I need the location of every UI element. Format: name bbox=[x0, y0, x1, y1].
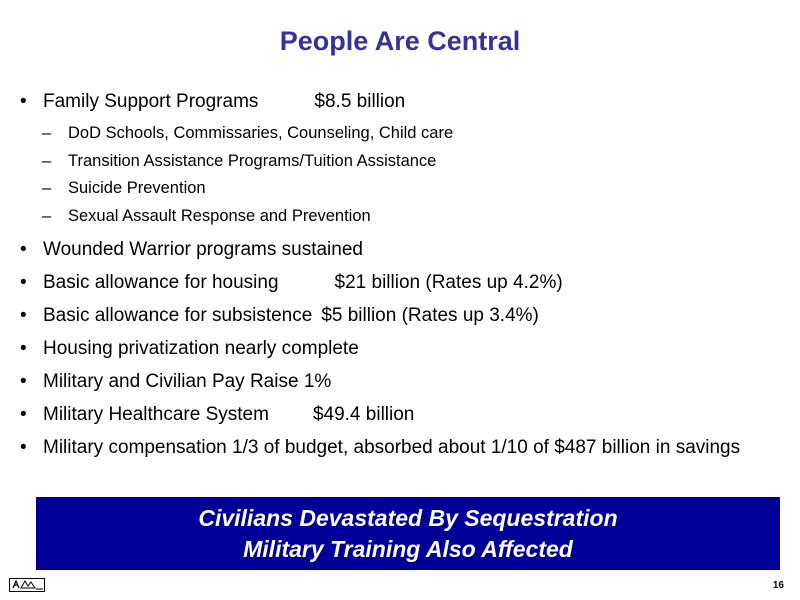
sub-item-text: Transition Assistance Programs/Tuition A… bbox=[68, 151, 437, 170]
sub-item-text: DoD Schools, Commissaries, Counseling, C… bbox=[68, 124, 454, 142]
sub-list: – DoD Schools, Commissaries, Counseling,… bbox=[18, 123, 778, 226]
bullet-text: Military and Civilian Pay Raise 1% bbox=[43, 370, 332, 392]
sub-item: – Transition Assistance Programs/Tuition… bbox=[18, 151, 778, 171]
bullet-text: Basic allowance for subsistence bbox=[43, 304, 313, 326]
bullet-item: • Basic allowance for housing $21 billion… bbox=[18, 271, 778, 294]
bullet-icon: • bbox=[20, 403, 27, 425]
bullet-text: Family Support Programs bbox=[43, 91, 259, 112]
banner-line-2: Military Training Also Affected bbox=[243, 536, 573, 562]
bullet-text: Military Healthcare System bbox=[43, 403, 269, 425]
bullet-item: • Family Support Programs $8.5 billion bbox=[18, 90, 778, 113]
bullet-text: Housing privatization nearly complete bbox=[43, 337, 359, 359]
sub-item: – Suicide Prevention bbox=[18, 178, 778, 198]
bullet-icon: • bbox=[20, 436, 27, 458]
sub-item-text: Suicide Prevention bbox=[68, 179, 206, 197]
bullet-icon: • bbox=[20, 238, 27, 260]
bullet-list: • Family Support Programs $8.5 billion – … bbox=[18, 90, 778, 469]
sub-item-text: Sexual Assault Response and Prevention bbox=[68, 206, 371, 225]
bullet-text: Wounded Warrior programs sustained bbox=[43, 238, 363, 260]
bullet-icon: • bbox=[20, 370, 27, 392]
bullet-text: Military compensation 1/3 of budget, abs… bbox=[43, 436, 741, 458]
bullet-item: • Wounded Warrior programs sustained bbox=[18, 238, 778, 261]
dash-icon: – bbox=[42, 179, 52, 197]
bullet-amount: $49.4 billion bbox=[312, 403, 415, 425]
callout-banner: Civilians Devastated By Sequestration Mi… bbox=[36, 497, 780, 570]
dash-icon: – bbox=[42, 151, 52, 170]
bullet-icon: • bbox=[20, 304, 27, 326]
bullet-item: • Military Healthcare System $49.4 billio… bbox=[18, 403, 778, 426]
footer-logo-icon bbox=[9, 578, 45, 592]
dash-icon: – bbox=[42, 206, 52, 225]
bullet-icon: • bbox=[20, 271, 27, 293]
banner-line-1: Civilians Devastated By Sequestration bbox=[198, 505, 618, 531]
bullet-item: • Military compensation 1/3 of budget, a… bbox=[18, 436, 778, 459]
bullet-amount: $5 billion (Rates up 3.4%) bbox=[321, 304, 539, 326]
bullet-item: • Military and Civilian Pay Raise 1% bbox=[18, 370, 778, 393]
bullet-amount: $8.5 billion bbox=[314, 91, 406, 112]
sub-item: – Sexual Assault Response and Prevention bbox=[18, 206, 778, 226]
bullet-item: • Housing privatization nearly complete bbox=[18, 337, 778, 360]
bullet-item: • Basic allowance for subsistence $5 bill… bbox=[18, 304, 778, 327]
bullet-icon: • bbox=[20, 91, 27, 112]
page-number: 16 bbox=[772, 580, 784, 591]
bullet-text: Basic allowance for housing bbox=[43, 271, 279, 293]
bullet-icon: • bbox=[20, 337, 27, 359]
dash-icon: – bbox=[42, 124, 52, 142]
slide-title: People Are Central bbox=[279, 26, 521, 56]
bullet-amount: $21 billion (Rates up 4.2%) bbox=[334, 271, 563, 293]
sub-item: – DoD Schools, Commissaries, Counseling,… bbox=[18, 123, 778, 143]
